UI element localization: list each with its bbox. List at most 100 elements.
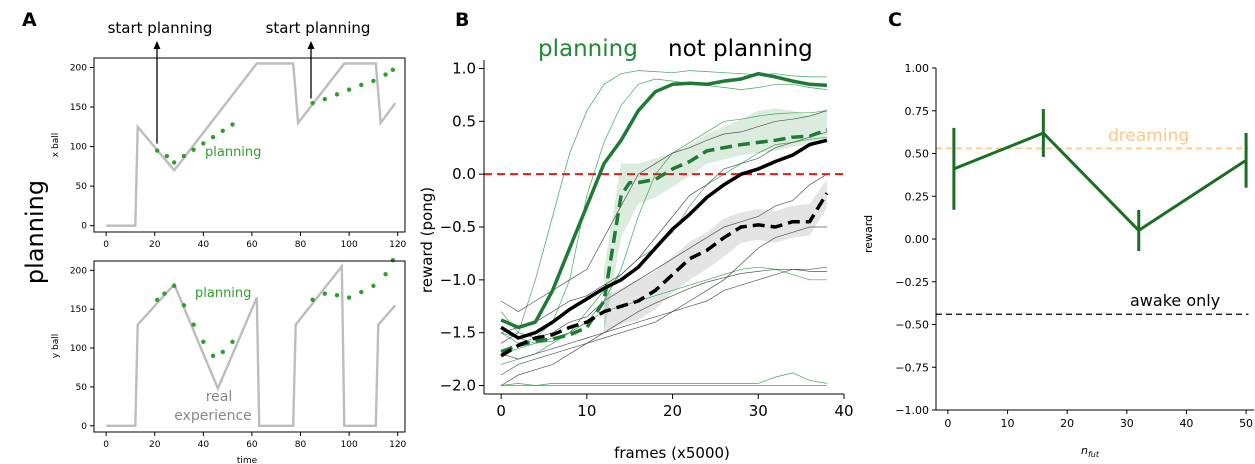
panel-b-xtick-label: 0 bbox=[496, 402, 506, 420]
a-bottom-planning-point bbox=[230, 339, 235, 345]
a-bottom-planning-point bbox=[371, 283, 376, 289]
a-bottom-xtick-label: 0 bbox=[103, 440, 109, 450]
panel-c-ytick-label: 1.00 bbox=[905, 62, 930, 75]
a-top-planning-point bbox=[191, 147, 196, 152]
panel-b-individual-run-line bbox=[500, 266, 827, 360]
a-top-planning-point bbox=[164, 153, 170, 159]
panel-a-top-frame bbox=[93, 57, 406, 233]
panel-c-xtick-label: 10 bbox=[1001, 417, 1015, 430]
a-top-planning-point bbox=[230, 122, 235, 127]
panel-b-ytick-label: 0.0 bbox=[452, 165, 476, 183]
a-bottom-ytick-label: 0 bbox=[81, 422, 87, 432]
panel-a-bottom-ylabel: y ball bbox=[51, 334, 61, 358]
a-top-planning-point bbox=[371, 78, 376, 84]
panel-c-ytick-label: −0.75 bbox=[895, 361, 929, 374]
panel-b-mean-line-not-planning bbox=[500, 138, 828, 340]
legend-not-planning: not planning bbox=[668, 36, 813, 62]
panel-c-xtick-label: 20 bbox=[1060, 417, 1074, 430]
panel-b-individual-run-line bbox=[501, 372, 827, 386]
a-bottom-planning-point bbox=[201, 339, 206, 345]
panel-b-individual-run-line bbox=[500, 226, 827, 376]
a-bottom-planning-point bbox=[162, 291, 167, 296]
a-top-planning-point bbox=[383, 72, 388, 77]
a-top-xtick-label: 20 bbox=[149, 240, 161, 250]
a-bottom-ytick-label: 50 bbox=[76, 383, 88, 393]
real-label-line2: experience bbox=[174, 408, 252, 424]
a-top-planning-point bbox=[201, 141, 206, 146]
a-top-xtick-label: 80 bbox=[295, 240, 307, 250]
a-top-ytick-label: 200 bbox=[70, 63, 87, 73]
a-top-planning-point bbox=[310, 100, 315, 106]
panel-letter-c: C bbox=[888, 9, 902, 31]
panel-c-ytick-label: 0.75 bbox=[905, 105, 930, 118]
a-bottom-xtick-label: 60 bbox=[246, 440, 258, 450]
panel-a-top-ylabel: x ball bbox=[51, 133, 61, 157]
panel-c-xtick-label: 0 bbox=[944, 417, 951, 430]
planning-label-top: planning bbox=[205, 145, 261, 160]
ref-label-dreaming: dreaming bbox=[1108, 126, 1189, 146]
a-top-planning-point bbox=[390, 67, 396, 73]
panel-b-xtick-label: 20 bbox=[663, 402, 682, 420]
a-bottom-ytick-label: 100 bbox=[70, 344, 87, 354]
a-bottom-xtick-label: 80 bbox=[295, 440, 307, 450]
panel-a-bottom-xlabel: time bbox=[237, 456, 258, 464]
panel-c-xtick-label: 50 bbox=[1239, 417, 1253, 430]
panel-c-xtick-label: 40 bbox=[1179, 417, 1193, 430]
a-top-planning-point bbox=[171, 160, 177, 165]
panel-b-individual-run-line bbox=[500, 266, 827, 365]
panel-c-reward-line bbox=[953, 131, 1247, 233]
a-top-real-line bbox=[106, 62, 397, 227]
panel-b-xtick-label: 40 bbox=[834, 402, 853, 420]
a-bottom-planning-point bbox=[191, 322, 196, 327]
panel-b-mean-line-planning bbox=[500, 71, 828, 330]
a-top-planning-point bbox=[322, 96, 328, 102]
panel-c-xlabel-sub: fut bbox=[1088, 450, 1100, 459]
panel-c-ytick-label: 0.50 bbox=[905, 148, 930, 161]
a-bottom-planning-point bbox=[359, 289, 364, 295]
planning-label-bottom: planning bbox=[195, 286, 251, 301]
annotation-arrow-head bbox=[307, 41, 315, 49]
panel-b-ytick-label: −1.0 bbox=[440, 271, 476, 289]
a-top-planning-point bbox=[334, 92, 340, 97]
panel-b-ytick-label: −0.5 bbox=[440, 218, 476, 236]
panel-b-xtick-label: 10 bbox=[577, 402, 596, 420]
panel-b-individual-run-line bbox=[500, 173, 828, 344]
a-bottom-planning-point bbox=[346, 295, 352, 300]
panel-b-ytick-label: 1.0 bbox=[452, 59, 476, 77]
a-top-ytick-label: 100 bbox=[70, 143, 87, 153]
panel-b-individual-run-line bbox=[500, 78, 827, 344]
a-bottom-planning-point bbox=[390, 258, 396, 263]
panel-b: −2.0 −1.5 −1.0 −0.5 0.0 0.5 1.0 0 10 20 30 40 plann… bbox=[418, 36, 854, 462]
panel-b-individual-run-line bbox=[500, 268, 827, 386]
a-bottom-planning-point bbox=[171, 283, 177, 289]
panel-c: 1.00 0.75 0.50 0.25 0.00 −0.25 −0.50 −0.75 −1.00… bbox=[862, 62, 1254, 459]
panel-letter-b: B bbox=[455, 9, 469, 31]
panel-b-ytick-label: 0.5 bbox=[452, 112, 476, 130]
panel-b-ytick-label: −1.5 bbox=[440, 324, 476, 342]
panel-c-ytick-label: −0.50 bbox=[895, 319, 929, 332]
annotation-arrow-head bbox=[153, 41, 161, 49]
panel-b-individual-run-line bbox=[500, 131, 828, 334]
a-top-planning-point bbox=[346, 87, 352, 92]
a-top-planning-point bbox=[210, 134, 216, 140]
real-label-line1: real bbox=[206, 389, 233, 405]
legend-planning: planning bbox=[538, 36, 638, 62]
a-top-ytick-label: 50 bbox=[76, 182, 88, 192]
a-top-xtick-label: 40 bbox=[198, 240, 210, 250]
panel-c-ytick-label: 0.00 bbox=[905, 233, 930, 246]
a-top-planning-point bbox=[220, 128, 225, 133]
a-top-xtick-label: 60 bbox=[246, 240, 258, 250]
a-top-planning-point bbox=[359, 82, 364, 88]
a-top-xtick-label: 100 bbox=[341, 240, 358, 250]
annotation-start-planning-2: start planning bbox=[266, 19, 371, 37]
a-bottom-xtick-label: 40 bbox=[198, 440, 210, 450]
a-top-planning-point bbox=[181, 153, 187, 159]
a-top-planning-point bbox=[154, 148, 160, 153]
panel-c-ytick-label: −0.25 bbox=[895, 276, 929, 289]
a-bottom-planning-point bbox=[154, 297, 160, 303]
a-bottom-xtick-label: 120 bbox=[389, 440, 406, 450]
panel-c-xtick-label: 30 bbox=[1120, 417, 1134, 430]
panel-b-mean-line-planning-dashed bbox=[500, 128, 828, 354]
